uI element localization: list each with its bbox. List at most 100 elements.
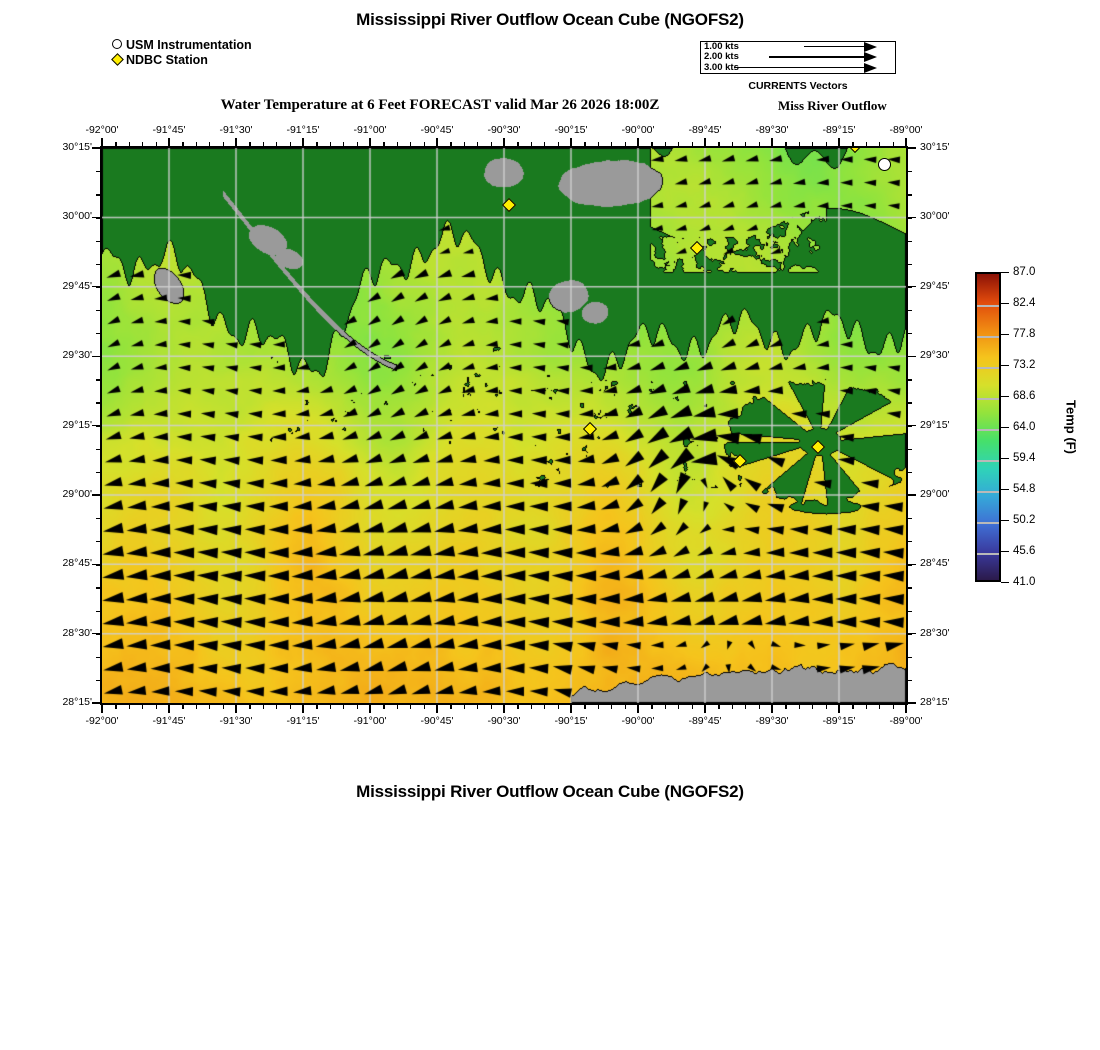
x-axis-minor-tick	[396, 705, 399, 709]
x-axis-minor-tick	[517, 705, 519, 709]
y-axis-minor-tick	[96, 309, 100, 312]
x-axis-minor-tick	[825, 142, 827, 146]
y-axis-label-left: 29°30'	[62, 349, 92, 362]
x-axis-tick	[905, 705, 907, 713]
ndbc-station-4[interactable]	[582, 421, 597, 436]
x-axis-minor-tick	[624, 705, 626, 709]
x-axis-minor-tick	[370, 142, 372, 146]
x-axis-minor-tick	[289, 705, 291, 709]
diamond-marker-icon	[110, 52, 126, 67]
colorbar-tick-label: 41.0	[1013, 576, 1036, 588]
colorbar-tick	[1001, 520, 1009, 522]
x-axis-minor-tick	[182, 142, 184, 146]
x-axis-minor-tick	[102, 142, 104, 146]
y-axis-minor-tick	[96, 448, 100, 450]
y-axis-label-right: 29°45'	[920, 279, 950, 292]
x-axis-label: -89°30'	[755, 124, 789, 136]
y-axis-minor-tick	[908, 333, 912, 335]
ndbc-station-1[interactable]	[848, 148, 863, 154]
x-axis-minor-tick	[262, 142, 265, 146]
x-axis-minor-tick	[571, 705, 573, 709]
x-axis-minor-tick	[303, 705, 305, 709]
y-axis-label-right: 29°00'	[920, 487, 950, 500]
y-axis-label-left: 30°00'	[62, 210, 92, 223]
x-axis-minor-tick	[651, 705, 653, 709]
x-axis-minor-tick	[316, 705, 318, 709]
x-axis-minor-tick	[678, 142, 680, 146]
y-axis-minor-tick	[96, 402, 100, 404]
x-axis-minor-tick	[410, 142, 412, 146]
colorbar-tick-label: 50.2	[1013, 514, 1036, 526]
y-axis-minor-tick	[908, 448, 912, 450]
x-axis-label: -91°15'	[286, 124, 320, 136]
y-axis-label-right: 30°15'	[920, 141, 950, 153]
y-axis-label-right: 28°15'	[920, 696, 950, 708]
x-axis-minor-tick	[597, 705, 600, 709]
colorbar-tick-label: 45.6	[1013, 545, 1036, 557]
y-axis-tick	[908, 216, 916, 219]
y-axis-label-left: 30°15'	[62, 141, 92, 153]
colorbar-segment-divider	[977, 429, 999, 431]
colorbar-tick-label: 64.0	[1013, 421, 1036, 433]
colorbar-segment-divider	[977, 398, 999, 400]
x-axis-minor-tick	[437, 142, 439, 146]
currents-legend-row: 2.00 kts	[701, 51, 895, 63]
x-axis-minor-tick	[584, 142, 586, 146]
x-axis-label: -90°30'	[487, 124, 521, 136]
x-axis-tick	[570, 705, 572, 713]
legend-item-ndbc: NDBC Station	[110, 52, 252, 67]
x-axis-minor-tick	[356, 142, 358, 146]
colorbar-tick-label: 77.8	[1013, 328, 1036, 340]
y-axis-tick	[908, 286, 916, 288]
x-axis-minor-tick	[852, 705, 854, 709]
x-axis-minor-tick	[437, 705, 439, 709]
x-axis-minor-tick	[356, 705, 358, 709]
y-axis-tick	[908, 355, 916, 357]
x-axis-minor-tick	[155, 705, 157, 709]
x-axis-minor-tick	[584, 705, 586, 709]
y-axis-minor-tick	[908, 494, 912, 497]
colorbar-segment-divider	[977, 367, 999, 369]
x-axis-minor-tick	[383, 142, 385, 146]
x-axis-minor-tick	[611, 142, 613, 146]
y-axis-minor-tick	[96, 587, 100, 589]
x-axis-minor-tick	[785, 142, 787, 146]
x-axis-minor-tick	[128, 705, 131, 709]
x-axis-minor-tick	[236, 142, 238, 146]
ndbc-station-6[interactable]	[810, 440, 825, 455]
x-axis-minor-tick	[195, 705, 198, 709]
x-axis-label: -89°15'	[822, 715, 856, 727]
x-axis-tick	[101, 705, 103, 713]
currents-legend-label: 1.00 kts	[704, 41, 739, 52]
field-title: Water Temperature at 6 Feet FORECAST val…	[220, 97, 660, 113]
x-axis-minor-tick	[396, 142, 399, 146]
x-axis-minor-tick	[102, 705, 104, 709]
x-axis-minor-tick	[758, 142, 760, 146]
x-axis-minor-tick	[798, 142, 801, 146]
x-axis-minor-tick	[731, 705, 734, 709]
y-axis-label-left: 29°15'	[62, 418, 92, 431]
usm-instrumentation-station[interactable]	[878, 158, 892, 172]
x-axis-label: -90°45'	[420, 715, 454, 727]
x-axis-tick	[168, 705, 170, 713]
y-axis-minor-tick	[96, 610, 100, 612]
y-axis-minor-tick	[96, 633, 100, 635]
x-axis-minor-tick	[463, 142, 466, 146]
y-axis-minor-tick	[96, 656, 100, 659]
x-axis-minor-tick	[825, 705, 827, 709]
colorbar-tick	[1001, 551, 1009, 553]
x-axis-minor-tick	[316, 142, 318, 146]
x-axis-minor-tick	[798, 705, 801, 709]
ndbc-station-3[interactable]	[689, 241, 705, 256]
x-axis-minor-tick	[691, 705, 693, 709]
x-axis-minor-tick	[142, 705, 144, 709]
x-axis-minor-tick	[329, 705, 332, 709]
map-plot-area[interactable]	[100, 146, 908, 705]
x-axis-minor-tick	[410, 705, 412, 709]
colorbar-tick	[1001, 458, 1009, 460]
x-axis-minor-tick	[571, 142, 573, 146]
x-axis-tick	[503, 705, 505, 713]
x-axis-minor-tick	[222, 142, 224, 146]
ndbc-station-5[interactable]	[732, 453, 747, 468]
ndbc-station-2[interactable]	[502, 198, 517, 213]
